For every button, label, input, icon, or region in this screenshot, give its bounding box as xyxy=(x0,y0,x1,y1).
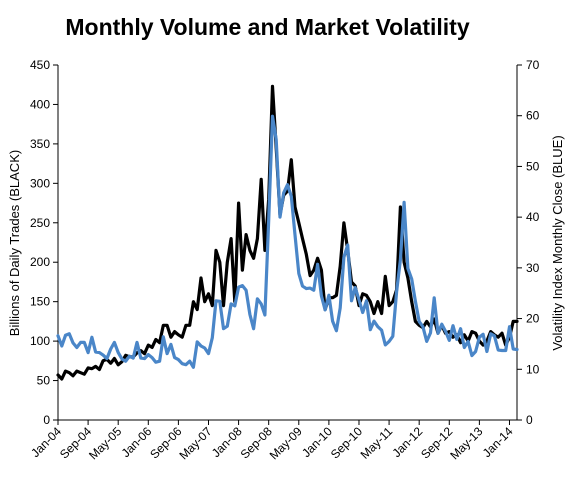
right-tick-label: 10 xyxy=(526,362,540,376)
left-tick-label: 0 xyxy=(43,413,50,427)
x-tick-label: Sep-10 xyxy=(328,424,365,461)
x-tick-label: May-07 xyxy=(176,424,214,462)
left-y-axis: 0 50 100 150 200 250 300 350 400 450 xyxy=(30,58,59,427)
left-tick-label: 450 xyxy=(30,58,50,72)
series-layer xyxy=(56,84,519,381)
x-tick-label: May-11 xyxy=(358,424,396,462)
right-tick-label: 40 xyxy=(526,210,540,224)
left-tick-label: 350 xyxy=(30,137,50,151)
left-axis-title: Billions of Daily Trades (BLACK) xyxy=(7,150,22,336)
right-tick-label: 0 xyxy=(526,413,533,427)
right-tick-label: 60 xyxy=(526,109,540,123)
right-y-axis: 0 10 20 30 40 50 60 70 xyxy=(516,58,540,427)
x-tick-label: May-13 xyxy=(447,424,485,462)
right-axis-title: Volatility Index Monthly Close (BLUE) xyxy=(550,135,565,350)
x-tick-label: Jan-14 xyxy=(480,424,516,460)
left-tick-label: 200 xyxy=(30,255,50,269)
left-tick-label: 300 xyxy=(30,176,50,190)
x-tick-label: May-05 xyxy=(86,424,124,462)
left-tick-label: 250 xyxy=(30,216,50,230)
left-tick-label: 50 xyxy=(37,374,51,388)
x-tick-label: May-09 xyxy=(267,424,305,462)
right-tick-label: 50 xyxy=(526,159,540,173)
volatility-series-line xyxy=(56,114,519,369)
right-tick-label: 70 xyxy=(526,58,540,72)
left-tick-label: 400 xyxy=(30,97,50,111)
right-tick-label: 20 xyxy=(526,312,540,326)
x-axis: Jan-04Sep-04May-05Jan-06Sep-06May-07Jan-… xyxy=(28,419,517,462)
left-tick-label: 100 xyxy=(30,334,50,348)
right-tick-label: 30 xyxy=(526,261,540,275)
left-tick-label: 150 xyxy=(30,295,50,309)
chart-title: Monthly Volume and Market Volatility xyxy=(65,14,470,40)
